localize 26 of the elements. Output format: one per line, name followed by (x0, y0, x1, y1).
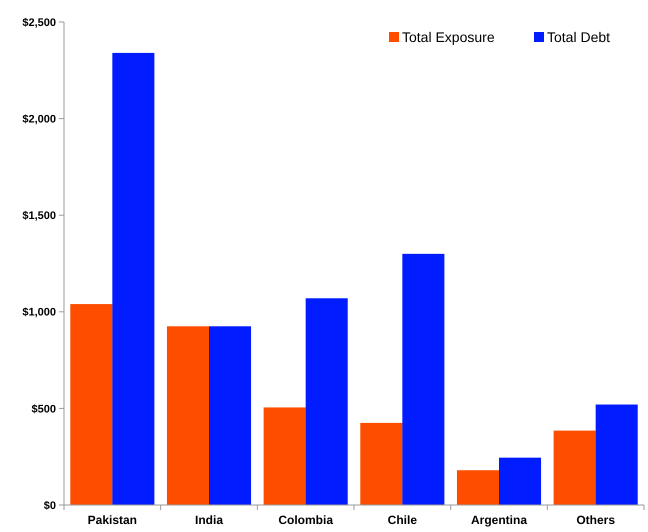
y-tick-label: $2,000 (22, 113, 56, 126)
legend-label: Total Exposure (402, 28, 495, 45)
bar (360, 422, 402, 505)
bar (456, 470, 499, 505)
bar (209, 326, 252, 505)
bar (264, 407, 306, 505)
y-tick-label: $500 (32, 403, 56, 416)
bar (499, 458, 542, 505)
x-tick-label: India (194, 513, 224, 527)
x-tick-label: Others (576, 513, 616, 527)
legend-label: Total Debt (547, 28, 610, 45)
x-tick-label: Pakistan (88, 513, 138, 527)
bar (112, 52, 154, 505)
x-tick-label: Chile (388, 513, 418, 527)
x-tick-label: Colombia (278, 513, 334, 527)
x-tick-label: Argentina (470, 513, 528, 527)
bar (596, 404, 638, 505)
bar (70, 304, 112, 505)
y-tick-label: $1,500 (22, 210, 56, 222)
bar (554, 430, 596, 505)
bar (166, 326, 209, 505)
y-tick-label: $1,000 (22, 306, 56, 319)
bar (306, 298, 348, 505)
bar (402, 254, 444, 505)
y-tick-label: $0 (44, 500, 56, 512)
y-tick-label: $2,500 (22, 16, 56, 29)
